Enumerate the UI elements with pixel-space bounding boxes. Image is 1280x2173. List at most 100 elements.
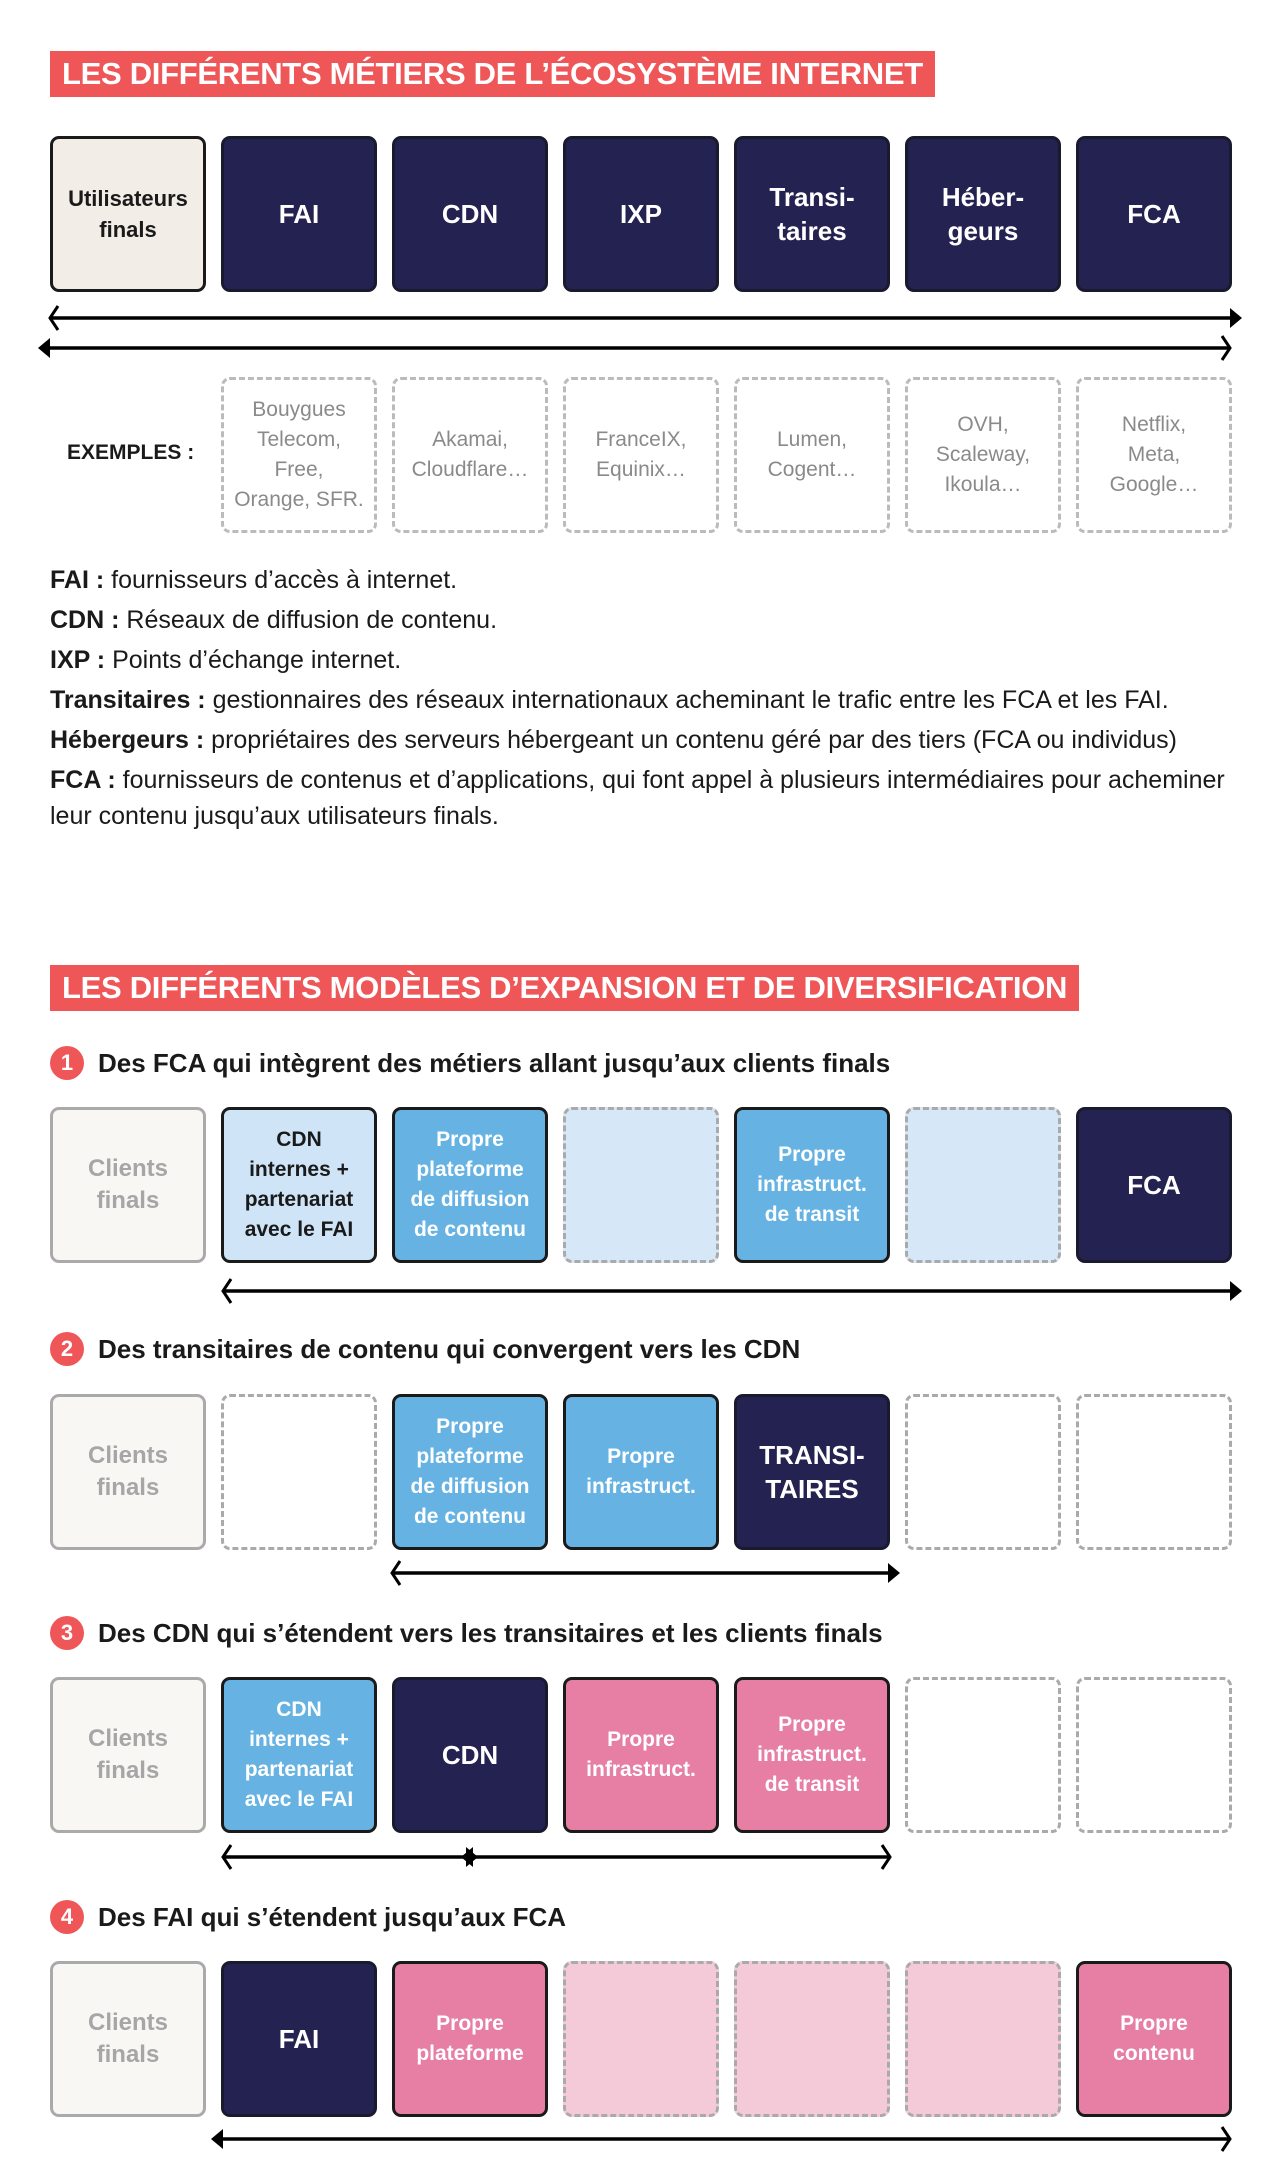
model-box: Propre plateforme de diffusion de conten… <box>392 1107 548 1263</box>
actor-box: FAI <box>221 136 377 292</box>
model-box: Clients finals <box>50 1677 206 1833</box>
model-box: Propre plateforme de diffusion de conten… <box>392 1394 548 1550</box>
box-label: FCA <box>1127 199 1181 229</box>
box-label: Clients finals <box>87 1725 168 1784</box>
arrow-head <box>1220 2126 1232 2152</box>
model-box: Propre plateforme <box>392 1961 548 2117</box>
model-box: Clients finals <box>50 1394 206 1550</box>
definition-text: gestionnaires des réseaux internationaux… <box>205 686 1169 714</box>
empty-slot <box>1076 1394 1232 1550</box>
box-label: Transi- taires <box>769 182 855 246</box>
box-label: Propre plateforme de diffusion de conten… <box>410 1128 530 1241</box>
box-label: TRANSI- TAIRES <box>759 1440 865 1504</box>
arrow-tail <box>211 2129 223 2149</box>
definition-term: Hébergeurs : <box>50 726 205 754</box>
examples-label: EXEMPLES : <box>67 441 195 464</box>
actor-box: Transi- taires <box>734 136 890 292</box>
example-box: Akamai, Cloudflare… <box>392 377 548 533</box>
actor-box: FCA <box>1076 136 1232 292</box>
model-box: CDN <box>392 1677 548 1833</box>
section-title-modeles: LES DIFFÉRENTS MODÈLES D’EXPANSION ET DE… <box>50 965 1080 1011</box>
example-box: FranceIX, Equinix… <box>563 377 719 533</box>
box-label: FranceIX, Equinix… <box>595 428 687 481</box>
definition-term: CDN : <box>50 606 120 634</box>
box-label: Propre infrastruct. de transit <box>757 1143 867 1226</box>
box-label: Propre contenu <box>1113 2012 1195 2065</box>
model-box: CDN internes + partenariat avec le FAI <box>221 1677 377 1833</box>
example-box: Netflix, Meta, Google… <box>1076 377 1232 533</box>
model-heading: 4 Des FAI qui s’étendent jusqu’aux FCA <box>50 1900 566 1934</box>
model-box: CDN internes + partenariat avec le FAI <box>221 1107 377 1263</box>
empty-slot <box>563 1107 719 1263</box>
number-badge: 4 <box>50 1900 84 1934</box>
arrow-head <box>48 305 60 331</box>
model-heading-text: Des FCA qui intègrent des métiers allant… <box>98 1048 891 1078</box>
arrow-head <box>221 1844 233 1870</box>
empty-slot <box>905 1961 1061 2117</box>
model-box: Propre infrastruct. de transit <box>734 1107 890 1263</box>
definition-text: Points d’échange internet. <box>105 646 402 674</box>
box-label: FAI <box>278 2024 320 2054</box>
box-label: Utilisateurs finals <box>68 186 188 242</box>
definition: FCA : fournisseurs de contenus et d’appl… <box>50 762 1235 834</box>
box-label: Clients finals <box>87 1155 168 1214</box>
arrow-head <box>390 1560 402 1586</box>
box-label: Akamai, Cloudflare… <box>411 428 529 481</box>
model-heading: 2 Des transitaires de contenu qui converg… <box>50 1332 800 1366</box>
box-label: FAI <box>278 199 320 229</box>
section-title-metiers: LES DIFFÉRENTS MÉTIERS DE L’ÉCOSYSTÈME I… <box>50 51 935 97</box>
definition-term: FAI : <box>50 566 105 594</box>
number-badge: 1 <box>50 1046 84 1080</box>
definition-text: propriétaires des serveurs hébergeant un… <box>204 726 1177 754</box>
example-box: OVH, Scaleway, Ikoula… <box>905 377 1061 533</box>
model-box: Clients finals <box>50 1107 206 1263</box>
empty-slot <box>1076 1677 1232 1833</box>
empty-slot <box>734 1961 890 2117</box>
box-label: CDN <box>441 1740 499 1770</box>
definition-text: fournisseurs de contenus et d’applicatio… <box>50 766 1225 830</box>
definition-text: fournisseurs d’accès à internet. <box>104 566 458 594</box>
box-label: Propre infrastruct. <box>586 1728 696 1781</box>
arrow-tail <box>1230 308 1242 328</box>
box-label: Bouygues Telecom, Free, Orange, SFR. <box>234 398 364 511</box>
box-label: Clients finals <box>87 1442 168 1501</box>
number-badge: 3 <box>50 1616 84 1650</box>
arrow-tail <box>1230 1281 1242 1301</box>
empty-slot <box>221 1394 377 1550</box>
box-label: Héber- geurs <box>941 182 1025 246</box>
model-box: Propre infrastruct. <box>563 1394 719 1550</box>
example-box: Lumen, Cogent… <box>734 377 890 533</box>
box-label: Lumen, Cogent… <box>767 428 857 481</box>
definition: FAI : fournisseurs d’accès à internet. <box>50 562 1235 598</box>
empty-slot <box>905 1394 1061 1550</box>
arrow-tail <box>38 338 50 358</box>
box-label: Propre infrastruct. <box>586 1445 696 1498</box>
empty-slot <box>905 1677 1061 1833</box>
model-heading: 3 Des CDN qui s’étendent vers les transit… <box>50 1616 883 1650</box>
model-box: Propre infrastruct. de transit <box>734 1677 890 1833</box>
box-label: CDN <box>441 199 499 229</box>
box-label: Netflix, Meta, Google… <box>1109 413 1199 496</box>
box-label: Propre infrastruct. de transit <box>757 1713 867 1796</box>
actor-box: CDN <box>392 136 548 292</box>
box-label: FCA <box>1127 1170 1181 1200</box>
definition-term: Transitaires : <box>50 686 206 714</box>
definition-text: Réseaux de diffusion de contenu. <box>119 606 498 634</box>
model-box: FAI <box>221 1961 377 2117</box>
arrow-head <box>880 1844 892 1870</box>
model-heading-text: Des transitaires de contenu qui converge… <box>98 1334 801 1364</box>
actor-box: Utilisateurs finals <box>50 136 206 292</box>
box-label: Propre plateforme de diffusion de conten… <box>410 1415 530 1528</box>
model-box: FCA <box>1076 1107 1232 1263</box>
number-badge: 2 <box>50 1332 84 1366</box>
actor-box: IXP <box>563 136 719 292</box>
empty-slot <box>905 1107 1061 1263</box>
arrow-head <box>221 1278 233 1304</box>
model-heading-text: Des CDN qui s’étendent vers les transita… <box>98 1618 883 1648</box>
arrow-tail <box>461 1847 473 1867</box>
actor-box: Héber- geurs <box>905 136 1061 292</box>
